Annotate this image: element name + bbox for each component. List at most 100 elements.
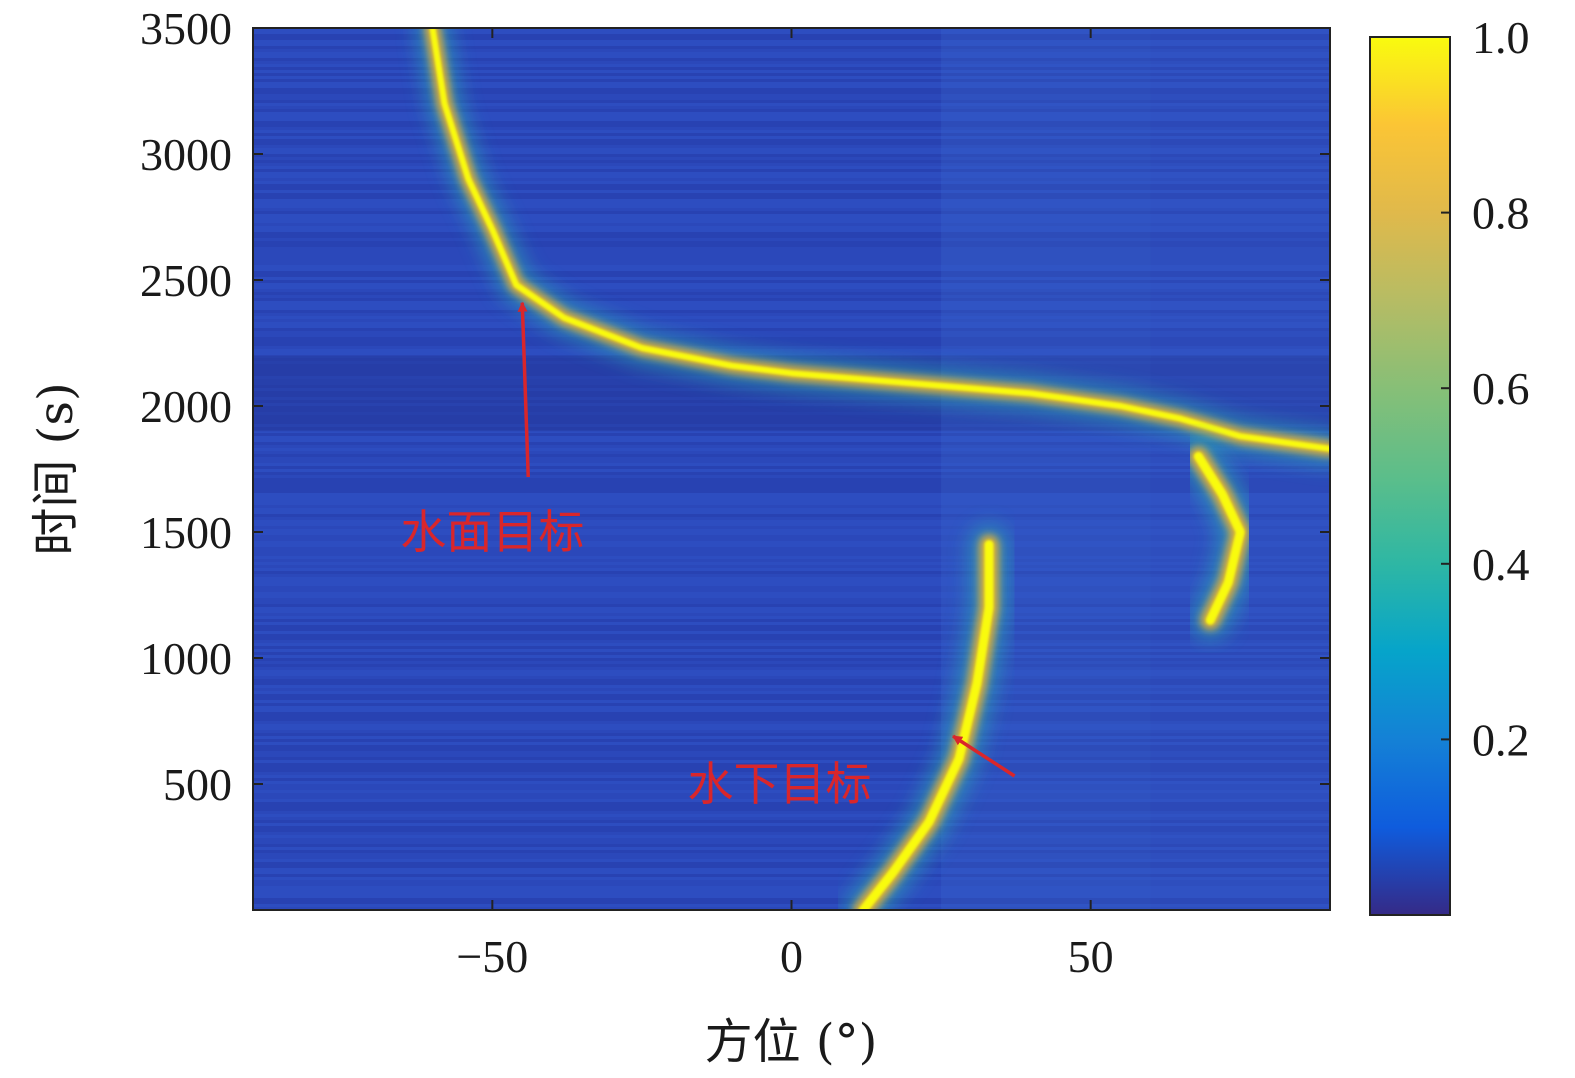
background-stripe xyxy=(253,664,1330,667)
background-stripe xyxy=(253,469,1330,472)
background-stripe xyxy=(253,217,1330,220)
colorbar-tick-label: 0.2 xyxy=(1472,714,1530,765)
background-stripe xyxy=(253,784,1330,787)
background-stripe xyxy=(253,586,1330,589)
background-stripe xyxy=(253,64,1330,67)
background-stripe xyxy=(253,763,1330,766)
background-stripe xyxy=(253,574,1330,577)
background-stripe xyxy=(253,280,1330,283)
background-stripe xyxy=(253,895,1330,898)
background-stripe xyxy=(253,811,1330,814)
background-stripe xyxy=(253,340,1330,343)
y-tick-label: 3500 xyxy=(140,3,232,54)
background-stripe xyxy=(253,553,1330,556)
colorbar xyxy=(1369,36,1451,916)
x-axis: −50 0 50 xyxy=(456,28,1114,982)
background-stripe xyxy=(253,829,1330,832)
background-stripe xyxy=(253,442,1330,445)
background-stripe xyxy=(253,640,1330,643)
background-stripe xyxy=(253,472,1330,475)
background-stripe xyxy=(253,487,1330,490)
background-stripe xyxy=(253,67,1330,70)
y-tick-label: 3000 xyxy=(140,129,232,180)
background-stripe xyxy=(253,856,1330,859)
background-stripe xyxy=(253,490,1330,493)
background-stripe xyxy=(253,109,1330,112)
background-stripe xyxy=(253,583,1330,586)
background-stripe xyxy=(253,748,1330,751)
background-stripe xyxy=(253,94,1330,97)
background-stripe xyxy=(253,187,1330,190)
background-stripe xyxy=(253,271,1330,274)
background-stripe xyxy=(253,538,1330,541)
background-stripe xyxy=(253,46,1330,49)
background-stripe xyxy=(253,589,1330,592)
background-stripe xyxy=(253,325,1330,328)
background-stripe xyxy=(253,742,1330,745)
background-stripe xyxy=(253,145,1330,148)
colorbar-tick-label: 0.8 xyxy=(1472,188,1530,239)
background-stripe xyxy=(253,502,1330,505)
background-stripe xyxy=(253,292,1330,295)
background-stripe xyxy=(253,772,1330,775)
background-stripe xyxy=(253,130,1330,133)
background-stripe xyxy=(253,793,1330,796)
background-stripe xyxy=(253,508,1330,511)
background-stripe xyxy=(253,670,1330,673)
background-stripe xyxy=(253,214,1330,217)
background-stripe xyxy=(253,562,1330,565)
background-stripe xyxy=(253,322,1330,325)
background-stripe xyxy=(253,451,1330,454)
background-stripe xyxy=(253,283,1330,286)
background-stripe xyxy=(253,247,1330,250)
background-stripe xyxy=(253,544,1330,547)
background-stripe xyxy=(253,655,1330,658)
background-stripe xyxy=(253,529,1330,532)
background-stripe xyxy=(253,754,1330,757)
background-stripe xyxy=(253,868,1330,871)
background-stripe xyxy=(253,58,1330,61)
background-stripe xyxy=(253,298,1330,301)
background-stripe xyxy=(253,883,1330,886)
background-stripe xyxy=(253,802,1330,805)
background-stripe xyxy=(253,481,1330,484)
background-stripe xyxy=(253,580,1330,583)
background-stripe xyxy=(253,505,1330,508)
background-stripe xyxy=(253,127,1330,130)
background-stripe xyxy=(253,103,1330,106)
background-stripe xyxy=(253,796,1330,799)
background-stripe xyxy=(253,517,1330,520)
background-stripe xyxy=(253,439,1330,442)
background-stripe xyxy=(253,202,1330,205)
annotation-label: 水下目标 xyxy=(688,757,872,811)
track-2-core xyxy=(858,540,994,910)
background-stripe xyxy=(253,40,1330,43)
background-stripe xyxy=(253,769,1330,772)
background-stripe xyxy=(253,52,1330,55)
background-stripe xyxy=(253,265,1330,268)
background-stripe xyxy=(253,514,1330,517)
background-stripe xyxy=(253,568,1330,571)
background-stripe xyxy=(253,898,1330,901)
background-stripe xyxy=(253,721,1330,724)
background-stripe xyxy=(253,820,1330,823)
background-stripe xyxy=(253,832,1330,835)
background-stripe xyxy=(253,304,1330,307)
background-stripe xyxy=(253,535,1330,538)
background-stripe xyxy=(253,43,1330,46)
background-stripe xyxy=(253,628,1330,631)
background-stripe xyxy=(253,133,1330,136)
background-stripe xyxy=(253,289,1330,292)
background-stripe xyxy=(253,511,1330,514)
background-stripe xyxy=(253,91,1330,94)
background-stripe xyxy=(253,571,1330,574)
background-stripe xyxy=(253,166,1330,169)
track-3-core xyxy=(1193,451,1245,625)
background-bands xyxy=(253,28,1330,910)
background-stripe xyxy=(253,169,1330,172)
background-stripe xyxy=(253,847,1330,850)
background-stripe xyxy=(253,814,1330,817)
background-stripe xyxy=(253,49,1330,52)
